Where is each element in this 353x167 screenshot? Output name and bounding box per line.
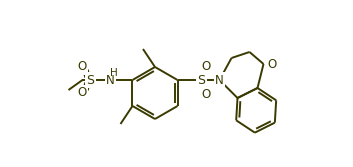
- Text: N: N: [106, 73, 115, 87]
- Text: S: S: [198, 73, 205, 87]
- Text: O: O: [78, 87, 87, 100]
- Text: O: O: [201, 59, 210, 72]
- Text: H: H: [110, 68, 117, 78]
- Text: O: O: [267, 57, 276, 70]
- Text: S: S: [86, 73, 95, 87]
- Text: O: O: [201, 88, 210, 101]
- Text: N: N: [215, 73, 224, 87]
- Text: O: O: [78, 60, 87, 73]
